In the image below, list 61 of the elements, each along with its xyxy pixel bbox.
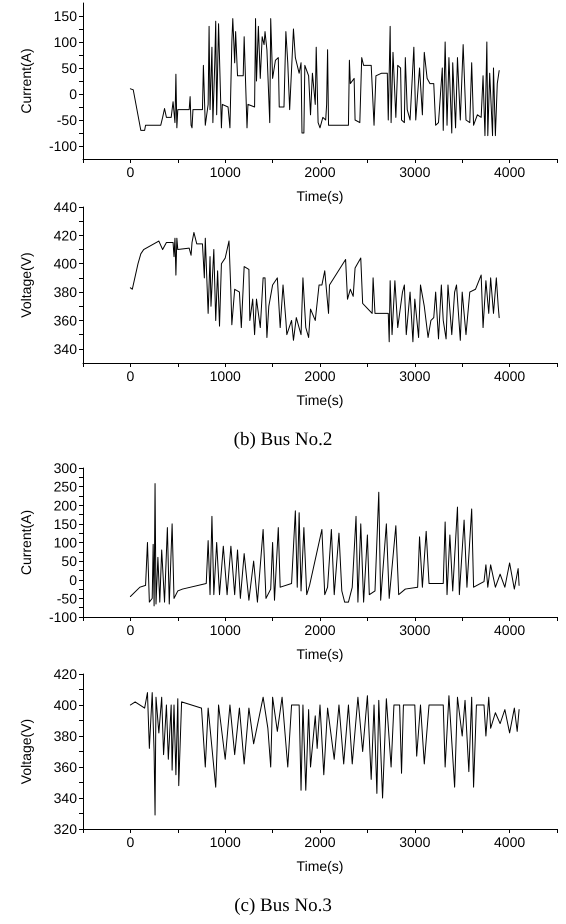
y-tick-label: -100 (48, 609, 78, 625)
y-tick-label: 440 (54, 199, 78, 215)
y-tick-label: 100 (54, 534, 78, 550)
y-tick-label: 300 (54, 460, 78, 476)
y-tick-label: 340 (54, 790, 78, 806)
line-series (130, 483, 520, 606)
x-tick-label: 3000 (399, 834, 431, 850)
x-tick-label: 2000 (304, 622, 336, 638)
x-tick-label: 1000 (210, 622, 241, 638)
x-tick-label: 2000 (304, 368, 336, 384)
x-tick-label: 2000 (304, 164, 336, 180)
y-tick-label: 50 (61, 60, 78, 76)
y-tick-label: 420 (54, 227, 78, 244)
y-tick-label: 50 (61, 553, 78, 570)
x-tick-label: 4000 (494, 622, 526, 638)
y-tick-label: 340 (54, 340, 78, 357)
y-tick-label: 200 (54, 497, 78, 514)
x-tick-label: 0 (126, 622, 134, 638)
x-tick-label: 4000 (494, 164, 526, 180)
x-axis-title: Time(s) (296, 392, 344, 408)
x-tick-label: 0 (126, 368, 134, 384)
y-tick-label: 380 (54, 728, 78, 744)
line-series (130, 232, 500, 342)
y-tick-label: 0 (69, 572, 78, 588)
text: (c) Bus No.3 (234, 895, 332, 916)
text: (b) Bus No.2 (234, 429, 332, 450)
x-tick-label: 0 (126, 164, 134, 180)
y-tick-label: 250 (54, 478, 78, 495)
y-axis-title: Voltage(V) (18, 718, 34, 784)
y-tick-label: 400 (54, 256, 78, 272)
x-tick-label: 1000 (210, 164, 241, 180)
y-axis-title: Current(A) (18, 48, 34, 114)
y-tick-label: 360 (54, 759, 78, 775)
x-tick-label: 2000 (304, 834, 336, 850)
y-tick-label: 420 (54, 666, 78, 682)
y-tick-label: 400 (54, 697, 78, 713)
x-tick-label: 3000 (399, 622, 431, 638)
x-tick-label: 1000 (210, 368, 241, 384)
x-tick-label: 3000 (399, 368, 431, 384)
x-tick-label: 4000 (494, 368, 526, 384)
y-tick-label: 100 (54, 34, 78, 50)
x-tick-label: 4000 (494, 834, 526, 850)
y-tick-label: 150 (54, 8, 78, 24)
y-tick-label: -100 (48, 138, 78, 154)
x-axis-title: Time(s) (296, 646, 344, 662)
x-tick-label: 3000 (399, 164, 431, 180)
x-axis-title: Time(s) (296, 858, 344, 874)
y-tick-label: 150 (54, 516, 78, 532)
y-tick-label: 320 (54, 821, 78, 837)
y-tick-label: 360 (54, 312, 78, 328)
x-tick-label: 1000 (210, 834, 241, 850)
line-series (130, 18, 500, 136)
y-tick-label: 0 (69, 86, 78, 102)
y-axis-title: Voltage(V) (18, 252, 34, 318)
y-axis-title: Current(A) (18, 510, 34, 576)
y-tick-label: -50 (56, 112, 78, 128)
x-axis-title: Time(s) (296, 188, 344, 204)
x-tick-label: 0 (126, 834, 134, 850)
y-tick-label: 380 (54, 284, 78, 300)
line-series (130, 692, 520, 816)
y-tick-label: -50 (56, 590, 78, 606)
